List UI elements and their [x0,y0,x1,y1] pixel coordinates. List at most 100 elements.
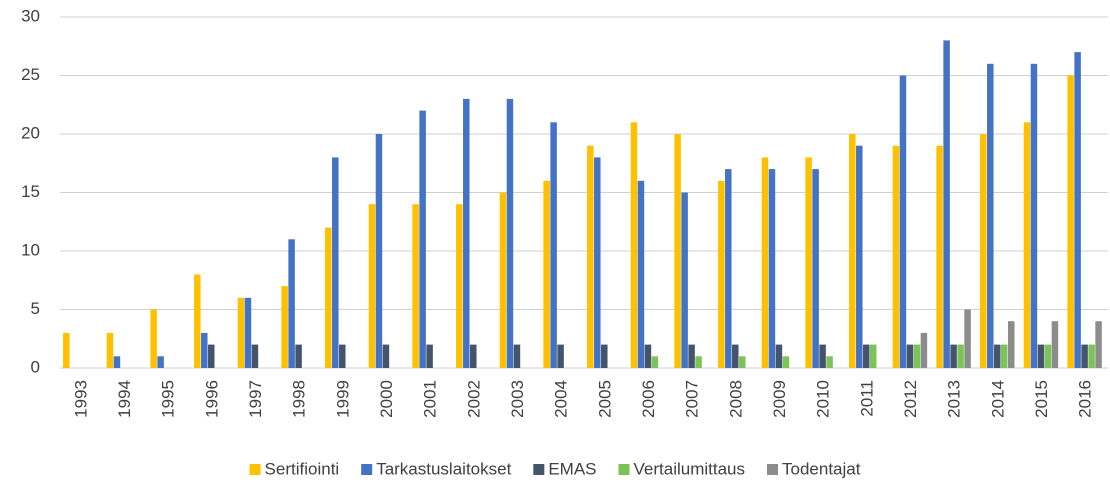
bar [761,157,769,368]
x-tick-label: 2015 [1032,380,1051,418]
x-tick-label: 2011 [857,380,876,417]
y-tick-label: 25 [21,65,40,84]
bar [732,344,739,368]
bar [768,169,776,368]
bar [208,344,215,368]
bar [936,145,943,368]
bar [295,344,302,368]
bar [113,356,121,368]
bar [994,344,1001,368]
bar [470,344,477,368]
bar [587,145,594,368]
y-tick-label: 30 [21,6,40,25]
y-tick-label: 5 [31,299,40,318]
x-tick-label: 2009 [770,380,789,418]
bar [150,309,157,368]
legend-label: EMAS [548,459,596,478]
legend-label: Sertifiointi [265,459,340,478]
legend-label: Tarkastuslaitokset [376,459,511,478]
bar [543,180,550,368]
bar [739,356,746,368]
bar [419,110,426,368]
bar [1081,344,1088,368]
bar [856,145,863,368]
bar [368,204,376,368]
x-tick-label: 1994 [115,380,134,418]
bar [339,344,346,368]
bar [725,169,732,368]
bar [194,274,201,368]
x-tick-label: 2008 [726,380,745,418]
bar [557,344,564,368]
bar [1044,344,1052,368]
x-tick-label: 1999 [333,380,352,418]
bar [63,332,70,368]
bar [775,344,783,368]
bar [237,297,245,368]
bar [630,122,638,368]
x-tick-label: 2012 [901,380,920,418]
bar [651,356,659,368]
bar [695,356,702,368]
x-tick-label: 2006 [639,380,658,418]
bar [920,332,928,368]
bar [1051,321,1059,368]
bar [513,344,521,368]
bar [805,157,812,368]
bar [382,344,390,368]
legend-swatch [361,464,373,475]
bar [826,356,833,368]
bar [426,344,433,368]
bar [849,134,856,368]
y-tick-label: 15 [21,182,40,201]
bar [987,63,994,369]
bar [1030,63,1038,369]
x-tick-label: 2000 [377,380,396,418]
bar [157,356,164,368]
x-tick-label: 2005 [595,380,614,418]
bar [325,227,332,368]
bar [964,309,971,368]
bar [637,180,645,368]
bar [463,98,470,369]
x-tick-label: 1995 [159,380,178,418]
bar [456,204,463,368]
x-tick-label: 2013 [945,380,964,418]
bar [892,145,900,368]
bar [375,134,383,368]
bar [718,180,725,368]
y-tick-label: 20 [21,123,40,142]
bar [601,344,608,368]
legend-label: Vertailumittaus [634,459,746,478]
bar [870,344,877,368]
bar [688,344,695,368]
bar [906,344,914,368]
bar [550,122,557,368]
bar [950,344,957,368]
bar [594,157,601,368]
bar [251,344,259,368]
bar [499,192,507,368]
bar [1074,52,1081,368]
x-tick-label: 2002 [464,380,483,418]
bar [863,344,870,368]
x-tick-label: 2007 [683,380,702,418]
x-tick-label: 1996 [202,380,221,418]
bar [819,344,826,368]
bar [332,157,339,368]
bar [1037,344,1045,368]
bar [681,192,688,368]
bar [1088,344,1095,368]
bar [106,332,114,368]
y-tick-label: 0 [31,357,40,376]
bar [412,204,419,368]
bar [1095,321,1102,368]
bar [674,134,681,368]
legend-label: Todentajat [782,459,861,478]
legend-swatch [533,464,545,475]
bar [1001,344,1008,368]
bar [913,344,921,368]
bar [644,344,652,368]
bar [1008,321,1015,368]
